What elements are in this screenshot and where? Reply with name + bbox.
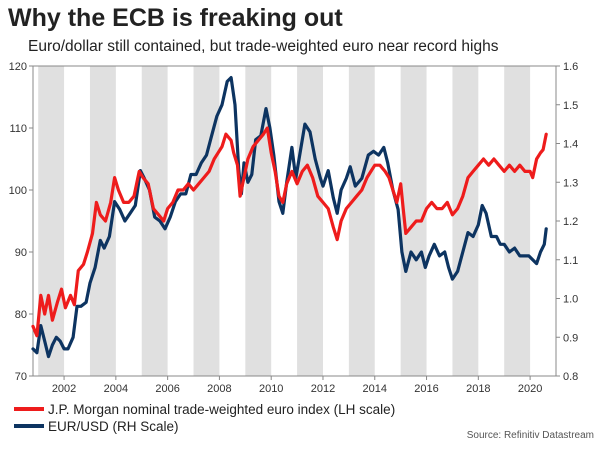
y-right-tick-label: 1.6 <box>563 61 578 73</box>
y-left-tick-label: 120 <box>9 61 27 73</box>
x-tick-label: 2014 <box>363 383 387 395</box>
legend-swatch-euro-index <box>14 407 44 411</box>
x-tick-label: 2018 <box>466 383 490 395</box>
shaded-band <box>452 66 479 376</box>
y-right-tick-label: 0.8 <box>563 371 578 383</box>
y-right-tick-label: 1.3 <box>563 177 578 189</box>
y-left-tick-label: 90 <box>15 247 27 259</box>
y-right-tick-label: 1.1 <box>563 255 578 267</box>
x-tick-label: 2020 <box>518 383 542 395</box>
x-tick-label: 2010 <box>259 383 283 395</box>
legend-item-eurusd: EUR/USD (RH Scale) <box>14 418 179 434</box>
shaded-band <box>38 66 65 376</box>
chart-title: Why the ECB is freaking out <box>8 4 343 32</box>
legend-swatch-eurusd <box>14 424 44 428</box>
x-tick-label: 2008 <box>207 383 231 395</box>
y-left-tick-label: 110 <box>9 123 27 135</box>
x-tick-label: 2016 <box>414 383 438 395</box>
y-left-tick-label: 100 <box>9 185 27 197</box>
y-right-tick-label: 1.4 <box>563 139 578 151</box>
legend-item-euro-index: J.P. Morgan nominal trade-weighted euro … <box>14 401 395 417</box>
y-right-tick-label: 0.9 <box>563 332 578 344</box>
series-line-euro-index <box>31 126 548 338</box>
y-left-tick-label: 70 <box>15 371 27 383</box>
legend-label-eurusd: EUR/USD (RH Scale) <box>48 418 179 434</box>
y-left-tick-label: 80 <box>15 309 27 321</box>
x-tick-label: 2004 <box>104 383 128 395</box>
shaded-band <box>297 66 323 376</box>
shaded-band <box>193 66 220 376</box>
y-right-tick-label: 1.2 <box>563 216 578 228</box>
legend-label-euro-index: J.P. Morgan nominal trade-weighted euro … <box>48 401 396 417</box>
y-right-tick-label: 1.0 <box>563 294 578 306</box>
x-tick-label: 2012 <box>311 383 335 395</box>
chart-subtitle: Euro/dollar still contained, but trade-w… <box>28 38 499 55</box>
source-note: Source: Refinitiv Datastream <box>466 430 594 441</box>
y-right-tick-label: 1.5 <box>563 100 578 112</box>
shaded-band <box>504 66 531 376</box>
shaded-band <box>348 66 375 376</box>
x-tick-label: 2006 <box>155 383 179 395</box>
x-tick-label: 2002 <box>52 383 76 395</box>
